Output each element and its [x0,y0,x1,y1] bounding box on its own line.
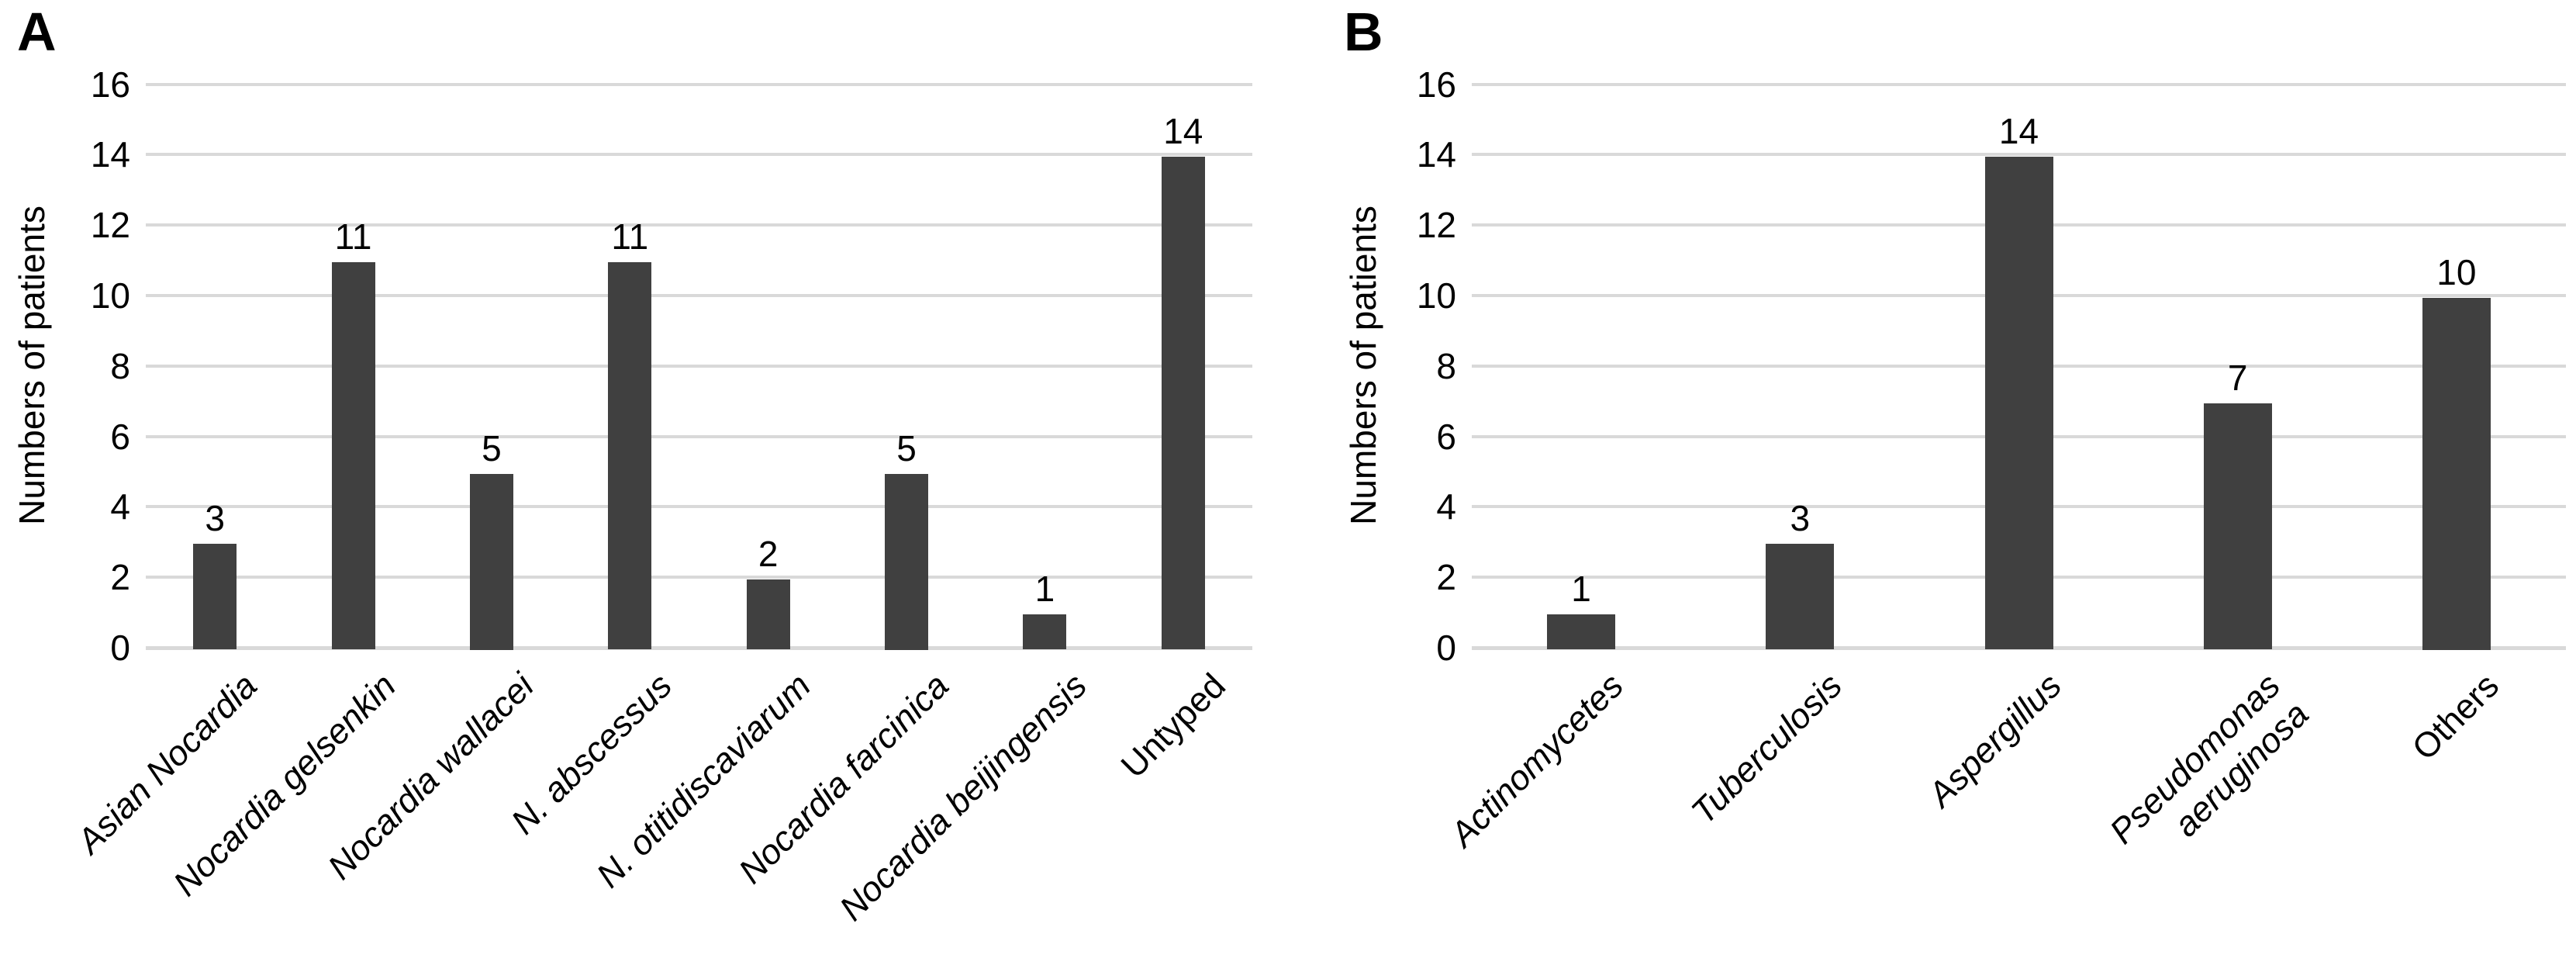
y-tick-label: 4 [110,486,130,527]
bar-value-label: 1 [1034,569,1055,610]
gridline [146,434,1252,438]
bar-value-label: 2 [758,533,779,574]
y-tick-label: 2 [110,557,130,598]
y-tick-label: 2 [1436,557,1456,598]
bar-asian-nocardia [193,544,237,650]
y-tick-label: 14 [1416,134,1456,175]
x-axis-line [146,645,1252,650]
bar-value-label: 10 [2436,251,2477,292]
gridline [146,505,1252,509]
y-tick-label: 10 [90,275,130,316]
bar-tuberculosis [1766,544,1835,650]
y-tick-label: 6 [1436,416,1456,457]
bar-value-label: 5 [896,427,917,469]
y-tick-label: 6 [110,416,130,457]
y-tick-label: 14 [90,134,130,175]
bar-untyped [1161,156,1205,650]
bar-n-abscessus [608,262,652,650]
panel-b-letter: B [1344,2,1383,62]
gridline [1472,153,2566,157]
y-tick-label: 16 [1416,64,1456,105]
y-tick-label: 8 [110,345,130,386]
bar-n-otitidiscaviarum [746,579,790,650]
bar-value-label: 5 [482,427,502,469]
y-tick-label: 0 [1436,628,1456,668]
y-tick-label: 12 [1416,205,1456,246]
bar-value-label: 14 [1998,110,2039,151]
gridline [1472,82,2566,86]
y-tick-label: 16 [90,64,130,105]
bar-nocardia-beijingensis [1023,614,1067,650]
bar-value-label: 11 [611,216,649,258]
y-tick-label: 10 [1416,275,1456,316]
gridline [146,294,1252,297]
bar-value-label: 3 [1790,498,1811,539]
bar-aspergillus [1984,156,2053,650]
gridline [146,576,1252,579]
bar-nocardia-farcinica [885,473,929,650]
y-tick-label: 8 [1436,345,1456,386]
bar-value-label: 1 [1571,569,1591,610]
bar-value-label: 3 [205,498,225,539]
bar-value-label: 7 [2227,357,2248,398]
bar-others [2422,297,2491,650]
y-tick-label: 0 [110,628,130,668]
y-tick-label: 12 [90,205,130,246]
bar-nocardia-wallacei [469,473,513,650]
bar-actinomycetes [1547,614,1616,650]
bar-value-label: 14 [1163,110,1203,151]
gridline [146,82,1252,86]
bar-pseudomonas-aeruginosa [2203,403,2272,650]
gridline [146,153,1252,157]
panel-a-letter: A [17,2,57,62]
bar-value-label: 11 [334,216,372,258]
bar-nocardia-gelsenkin [331,262,375,650]
gridline [146,364,1252,368]
gridline [146,223,1252,227]
y-tick-label: 4 [1436,486,1456,527]
